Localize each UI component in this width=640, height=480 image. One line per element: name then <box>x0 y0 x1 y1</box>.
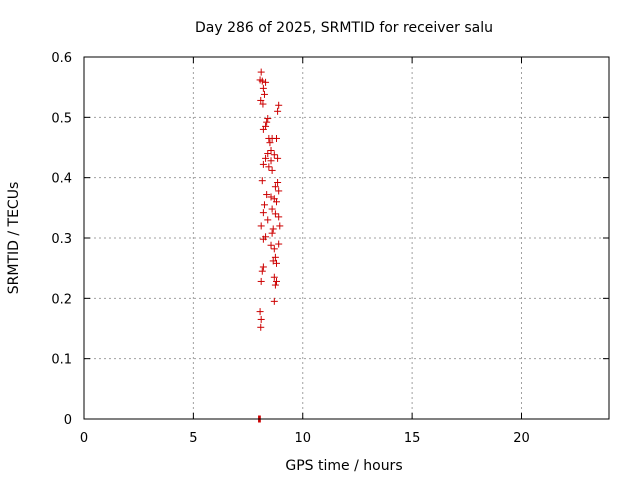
data-point <box>268 205 276 213</box>
x-tick-label: 10 <box>294 431 311 446</box>
data-point <box>256 308 264 316</box>
data-point <box>270 297 278 305</box>
data-point <box>275 101 283 109</box>
data-point <box>259 100 267 108</box>
data-point <box>259 209 267 217</box>
grid-lines <box>84 57 609 419</box>
x-tick-label: 20 <box>513 431 530 446</box>
data-point <box>276 222 284 230</box>
data-point <box>259 160 267 168</box>
data-point <box>260 201 268 209</box>
y-tick-label: 0.4 <box>51 172 72 187</box>
data-point <box>274 154 282 162</box>
chart-title: Day 286 of 2025, SRMTID for receiver sal… <box>195 20 493 36</box>
data-point <box>273 277 280 285</box>
data-point <box>259 263 267 271</box>
data-point <box>271 253 279 261</box>
data-point <box>266 139 274 147</box>
x-axis-label: GPS time / hours <box>285 458 402 474</box>
data-point <box>274 107 282 115</box>
y-axis-label: SRMTID / TECUs <box>6 182 22 295</box>
plot-frame <box>83 56 610 420</box>
data-point <box>264 216 272 224</box>
data-point <box>273 198 280 206</box>
data-point <box>270 245 278 253</box>
data-point <box>258 267 266 275</box>
data-point <box>271 183 279 191</box>
y-tick-label: 0 <box>64 413 72 428</box>
y-tick-label: 0.6 <box>51 51 72 66</box>
data-point <box>267 147 275 155</box>
data-point <box>258 177 266 185</box>
data-point <box>260 90 268 98</box>
y-tick-label: 0.5 <box>51 111 72 126</box>
data-point <box>259 125 267 133</box>
data-point <box>270 151 278 159</box>
y-tick-label: 0.1 <box>51 353 72 368</box>
data-point <box>257 315 265 323</box>
data-point <box>269 225 277 233</box>
y-tick-label: 0.2 <box>51 292 72 307</box>
data-point <box>271 281 279 289</box>
data-point <box>259 84 267 92</box>
data-point <box>273 259 280 267</box>
data-point <box>270 273 278 281</box>
data-point <box>257 277 265 285</box>
data-point <box>271 210 279 218</box>
data-point <box>263 191 271 199</box>
x-tick-label: 0 <box>80 431 88 446</box>
data-point <box>258 77 266 85</box>
data-point <box>257 222 265 230</box>
data-point <box>275 213 283 221</box>
y-tick-label: 0.3 <box>51 232 72 247</box>
data-point <box>275 187 283 195</box>
data-point <box>257 96 265 104</box>
data-point <box>262 78 270 86</box>
data-point <box>267 193 275 201</box>
data-point <box>268 229 276 237</box>
data-point <box>257 68 265 76</box>
axis-ticks: 0 0.1 0.2 0.3 0.4 0.5 0.6 0 5 10 15 20 <box>51 51 609 446</box>
data-point <box>262 154 270 162</box>
data-point <box>259 235 267 243</box>
data-point <box>267 241 275 249</box>
data-point <box>267 157 275 165</box>
data-point <box>264 115 272 123</box>
data-point <box>263 118 271 126</box>
data-point <box>275 240 283 248</box>
data-point <box>257 323 265 331</box>
data-point <box>273 134 280 142</box>
data-points <box>255 68 284 423</box>
data-point <box>268 166 276 174</box>
data-point <box>264 150 272 158</box>
data-point <box>265 163 273 171</box>
data-point <box>265 134 273 142</box>
x-tick-label: 15 <box>404 431 421 446</box>
x-tick-label: 5 <box>189 431 197 446</box>
data-point <box>274 178 282 186</box>
